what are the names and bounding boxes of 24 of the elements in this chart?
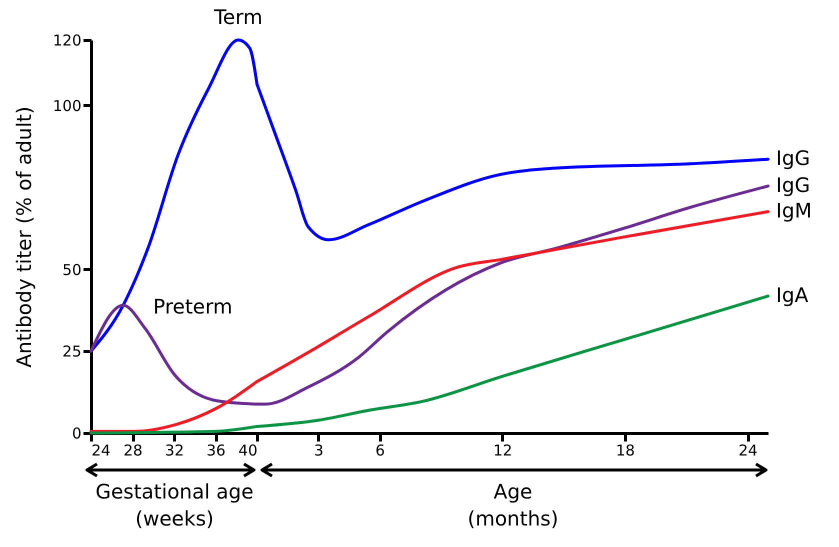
- y-tick-label: 50: [62, 260, 82, 279]
- series-label: IgG: [776, 146, 810, 170]
- x-axis-title: Age (months): [468, 480, 558, 530]
- series-label: IgM: [776, 198, 812, 223]
- x-tick-label: 3: [314, 442, 324, 460]
- x-tick-label: 6: [375, 442, 385, 460]
- x-tick-label: 32: [164, 442, 184, 460]
- x-tick-label: 24: [738, 442, 758, 460]
- x-tick-label: 40: [238, 442, 258, 460]
- y-tick-label: 25: [62, 342, 82, 361]
- y-tick-label: 100: [52, 97, 82, 115]
- y-axis-title: Antibody titer (% of adult): [12, 106, 36, 368]
- x-tick-label: 12: [493, 442, 512, 460]
- x-tick-label: 24: [92, 442, 111, 460]
- x-axis-title: Gestational age (weeks): [95, 480, 254, 530]
- x-tick-label: 28: [123, 442, 143, 460]
- y-tick-label: 0: [72, 424, 82, 442]
- series-label: IgG: [776, 173, 810, 198]
- annotation: Preterm: [153, 294, 232, 318]
- series-label: IgA: [776, 283, 809, 308]
- x-tick-label: 36: [206, 442, 226, 460]
- x-tick-label: 18: [616, 442, 635, 460]
- y-tick-label: 120: [52, 32, 82, 50]
- annotation: Term: [213, 5, 263, 29]
